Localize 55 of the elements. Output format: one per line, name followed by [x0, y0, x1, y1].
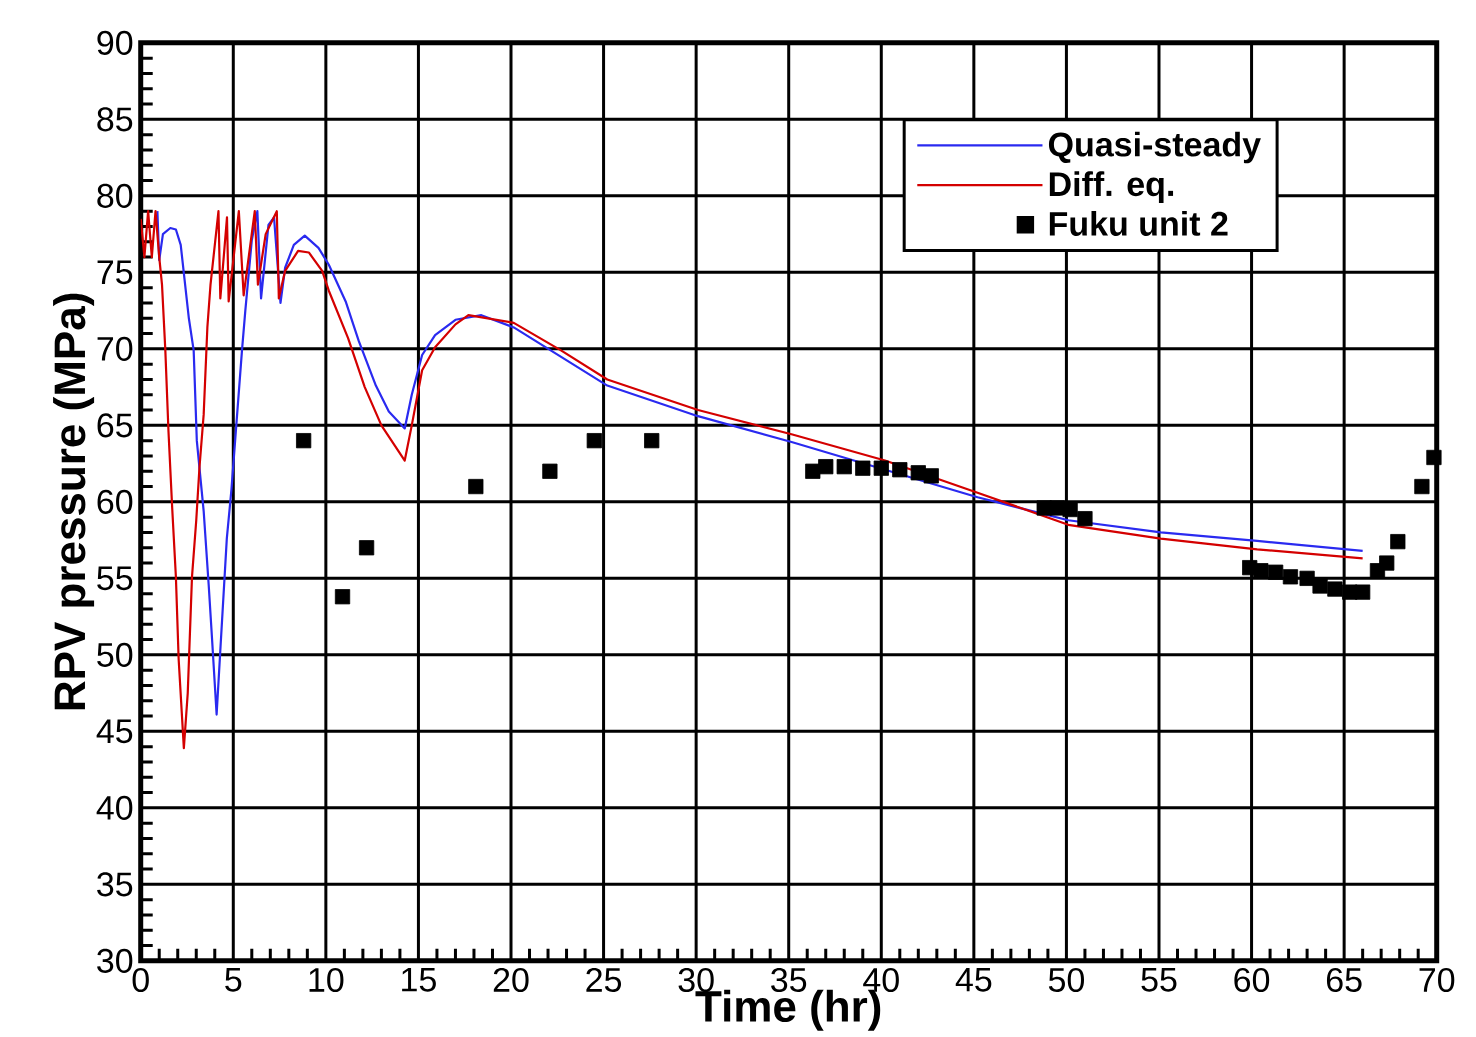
point [873, 460, 889, 476]
y-tick-label: 70 [97, 336, 133, 361]
point [1327, 581, 1343, 597]
y-tick-label: 35 [97, 872, 133, 897]
y-tick-label: 60 [97, 489, 133, 514]
legend-label: Diff. eq. [1049, 171, 1174, 203]
y-tick-label: 75 [97, 260, 133, 285]
x-tick-label: 60 [1234, 967, 1270, 992]
point [1299, 570, 1315, 586]
x-tick-label: 50 [1048, 967, 1085, 992]
x-tick-label: 5 [225, 967, 242, 992]
point [1379, 555, 1395, 571]
x-tick-label: 70 [1419, 967, 1455, 992]
y-tick-label: 50 [97, 642, 133, 667]
y-tick-label: 80 [97, 183, 133, 208]
y-tick-label: 55 [97, 566, 133, 591]
point [334, 588, 351, 605]
point [855, 460, 871, 476]
y-tick-label: 65 [97, 413, 133, 438]
point [296, 432, 312, 449]
point [586, 432, 602, 449]
point [1414, 478, 1430, 494]
y-tick-label: 90 [97, 30, 133, 55]
point [1077, 510, 1093, 527]
legend-label: Quasi-steady [1048, 131, 1261, 164]
point [818, 458, 834, 475]
x-tick-label: 15 [402, 967, 436, 992]
point [1268, 564, 1284, 580]
point [1253, 562, 1269, 579]
legend-label: Fuku unit 2 [1049, 210, 1228, 236]
point [1282, 569, 1299, 585]
point [1312, 578, 1328, 594]
point [1355, 584, 1371, 600]
y-tick-label: 45 [96, 719, 133, 744]
x-tick-label: 45 [955, 967, 992, 992]
x-tick-label: 10 [309, 967, 344, 992]
point [542, 463, 558, 479]
point [836, 458, 852, 475]
point [1390, 533, 1406, 550]
x-tick-label: 65 [1326, 967, 1362, 992]
point [468, 478, 484, 494]
y-axis-title: RPV pressure (MPa) [53, 293, 95, 709]
x-tick-label: 25 [586, 967, 622, 992]
y-tick-label: 40 [96, 795, 133, 820]
x-tick-label: 55 [1141, 967, 1177, 992]
y-tick-label: 30 [97, 948, 133, 973]
point [923, 468, 939, 484]
y-tick-label: 85 [97, 107, 133, 132]
point [1426, 449, 1442, 465]
x-tick-label: 20 [493, 967, 529, 992]
point [644, 432, 660, 449]
point [892, 461, 908, 478]
x-tick-label: 0 [132, 967, 149, 992]
point [1062, 501, 1078, 517]
point [358, 539, 375, 556]
